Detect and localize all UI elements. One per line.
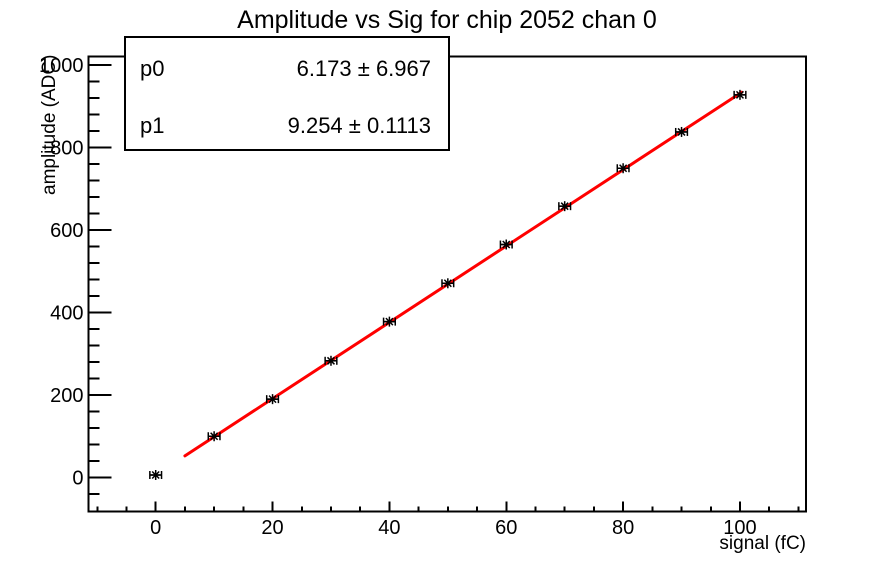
chart-title: Amplitude vs Sig for chip 2052 chan 0	[237, 6, 657, 34]
y-axis-title: amplitude (ADC)	[39, 55, 60, 195]
y-tick-label: 1000	[39, 55, 84, 77]
x-tick-label: 20	[261, 517, 283, 539]
y-tick-label: 0	[72, 467, 83, 489]
x-tick-label: 40	[378, 517, 400, 539]
stats-box: p0 6.173 ± 6.967 p1 9.254 ± 0.1113	[124, 36, 450, 151]
data-point	[324, 355, 338, 366]
asterisk-marker	[619, 164, 628, 173]
data-point	[674, 126, 689, 137]
x-tick-label: 0	[150, 517, 161, 539]
y-tick-label: 800	[50, 138, 83, 160]
data-point	[382, 316, 396, 327]
asterisk-marker	[326, 356, 336, 365]
y-tick-label: 600	[50, 220, 83, 242]
asterisk-marker	[677, 127, 686, 136]
asterisk-marker	[560, 202, 569, 211]
stats-param-value: 9.254 ± 0.1113	[288, 113, 431, 138]
x-tick-label: 100	[723, 517, 756, 539]
y-tick-label: 200	[50, 385, 83, 407]
data-point	[499, 239, 513, 250]
asterisk-marker	[443, 279, 452, 288]
asterisk-marker	[385, 317, 394, 326]
data-point	[733, 89, 747, 100]
asterisk-marker	[210, 432, 219, 441]
stats-param-value: 6.173 ± 6.967	[297, 56, 431, 81]
data-point	[207, 431, 221, 442]
stats-box-border	[124, 36, 450, 151]
data-point	[149, 470, 163, 481]
x-axis-title: signal (fC)	[719, 533, 806, 554]
data-point	[441, 278, 455, 289]
asterisk-marker	[268, 395, 277, 404]
data-point	[558, 201, 572, 212]
y-tick-label: 400	[50, 303, 83, 325]
data-point	[265, 394, 280, 405]
x-tick-label: 80	[612, 517, 634, 539]
asterisk-marker	[151, 470, 160, 480]
asterisk-marker	[502, 240, 511, 249]
asterisk-marker	[735, 90, 745, 99]
stats-param-name: p0	[140, 56, 164, 81]
data-point	[616, 163, 630, 174]
stats-param-name: p1	[140, 113, 164, 138]
x-tick-label: 60	[495, 517, 517, 539]
